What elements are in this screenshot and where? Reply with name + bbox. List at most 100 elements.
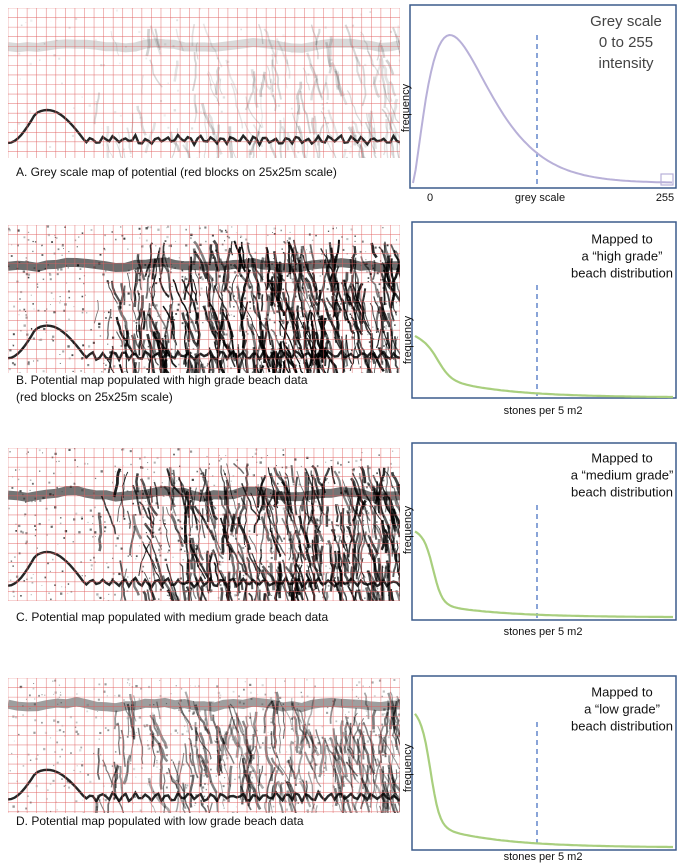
map-speckle: [100, 717, 101, 718]
map-speckle: [218, 275, 220, 277]
map-speckle: [243, 575, 244, 576]
map-speckle: [127, 736, 129, 738]
map-speckle: [104, 683, 106, 685]
map-speckle: [101, 371, 102, 372]
map-speckle: [175, 730, 177, 732]
map-speckle: [50, 21, 51, 22]
map-speckle: [59, 354, 60, 355]
map-speckle: [204, 366, 206, 368]
map-speckle: [50, 737, 51, 738]
map-speckle: [39, 500, 41, 502]
map-speckle: [90, 559, 92, 561]
map-speckle: [57, 809, 58, 810]
map-speckle: [368, 277, 370, 279]
map-speckle: [330, 332, 331, 333]
map-speckle: [381, 724, 383, 726]
map-speckle: [202, 278, 204, 280]
map-speckle: [286, 751, 287, 752]
map-speckle: [300, 360, 301, 361]
map-speckle: [396, 302, 397, 303]
map-speckle: [273, 334, 274, 335]
map-speckle: [111, 231, 113, 233]
map-speckle: [15, 530, 17, 532]
map-speckle: [142, 509, 143, 510]
map-speckle: [315, 737, 317, 739]
map-speckle: [206, 789, 207, 790]
map-speckle: [291, 108, 293, 110]
map-speckle: [82, 312, 84, 314]
map-speckle: [119, 521, 120, 522]
map-speckle: [164, 114, 166, 116]
map-speckle: [179, 549, 181, 551]
map-speckle: [115, 751, 116, 752]
map-speckle: [290, 327, 291, 328]
map-speckle: [157, 751, 159, 753]
map-speckle: [146, 724, 148, 726]
map-speckle: [60, 523, 62, 525]
map-speckle: [386, 325, 387, 326]
map-speckle: [12, 565, 14, 567]
map-speckle: [8, 508, 10, 510]
map-speckle: [79, 749, 81, 751]
map-caption: (red blocks on 25x25m scale): [16, 390, 173, 404]
map-speckle: [364, 137, 366, 139]
map-speckle: [250, 308, 252, 310]
map-speckle: [72, 135, 74, 137]
map-speckle: [85, 575, 86, 576]
map-speckle: [117, 537, 119, 539]
map-speckle: [191, 127, 193, 129]
map-speckle: [240, 29, 242, 31]
map-speckle: [175, 313, 177, 315]
map-speckle: [397, 772, 398, 773]
map-speckle: [382, 227, 383, 228]
map-speckle: [190, 685, 191, 686]
map-speckle: [210, 369, 211, 370]
map-speckle: [307, 809, 309, 811]
map-speckle: [115, 471, 116, 472]
map-speckle: [148, 346, 150, 348]
map-speckle: [276, 465, 277, 466]
map-speckle: [369, 686, 370, 687]
map-speckle: [77, 765, 78, 766]
map-speckle: [24, 324, 26, 326]
y-label: frequency: [402, 743, 414, 792]
map-speckle: [325, 462, 326, 463]
map-speckle: [383, 345, 385, 347]
map-speckle: [210, 769, 212, 771]
map-speckle: [90, 509, 92, 511]
map-speckle: [48, 482, 50, 484]
map-speckle: [23, 715, 24, 716]
map-speckle: [18, 479, 19, 480]
map-speckle: [367, 700, 368, 701]
map-speckle: [61, 586, 62, 587]
map-speckle: [14, 130, 16, 132]
map-speckle: [324, 775, 325, 776]
map-speckle: [178, 709, 180, 711]
map-speckle: [282, 289, 284, 291]
map-speckle: [64, 785, 65, 786]
map-speckle: [105, 364, 106, 365]
map-speckle: [133, 803, 134, 804]
annotation: 0 to 255: [599, 34, 653, 51]
map-speckle: [107, 729, 109, 731]
map-speckle: [270, 722, 272, 724]
map-speckle: [30, 20, 32, 22]
map-speckle: [136, 732, 137, 733]
map-speckle: [301, 696, 303, 698]
map-speckle: [79, 268, 81, 270]
map-speckle: [175, 241, 176, 242]
map-speckle: [147, 744, 149, 746]
map-speckle: [52, 680, 53, 681]
map-speckle: [50, 783, 52, 785]
map-speckle: [229, 525, 230, 526]
map-speckle: [331, 373, 333, 375]
y-label: frequency: [402, 505, 414, 554]
map-speckle: [293, 484, 295, 486]
map-speckle: [299, 778, 301, 780]
map-speckle: [58, 248, 60, 250]
map-speckle: [59, 302, 60, 303]
map-speckle: [231, 314, 232, 315]
map-speckle: [172, 512, 174, 514]
map-speckle: [337, 461, 338, 462]
map-speckle: [363, 520, 364, 521]
